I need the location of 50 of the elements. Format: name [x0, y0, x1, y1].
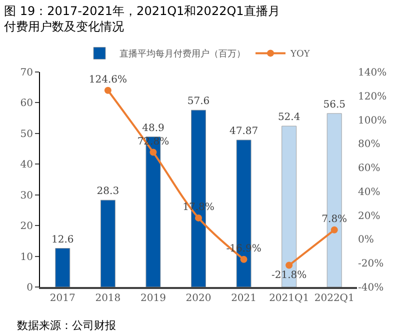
chart-title: 图 19：2017-2021年，2021Q1和2022Q1直播月付费用户数及变化情况 — [3, 4, 280, 34]
data-label: 28.3 — [96, 186, 120, 198]
x-tick-label: 2021 — [231, 292, 257, 304]
data-label: -16.9% — [226, 244, 262, 255]
y-tick-label: 0 — [26, 282, 33, 294]
data-label: 56.5 — [323, 99, 346, 110]
y-tick-label: 30 — [20, 190, 33, 202]
data-label: 57.6 — [187, 96, 210, 108]
legend-label: 直播平均每月付费用户（百万） — [120, 48, 246, 60]
data-label: 17.8% — [182, 202, 214, 214]
point — [104, 86, 112, 94]
y2-tick-label: 140% — [358, 68, 387, 78]
data-label: 7.8% — [322, 214, 348, 226]
bar — [100, 200, 116, 287]
y2-tick-label: 80% — [358, 139, 380, 150]
y2-tick-label: 100% — [358, 115, 387, 126]
x-tick-label: 2018 — [95, 292, 121, 304]
source-note: 数据来源：公司财报 — [17, 319, 116, 332]
y-tick-label: 50 — [20, 128, 33, 140]
y2-tick-label: 40% — [358, 186, 380, 198]
data-label: 12.6 — [52, 234, 74, 246]
x-tick-label: 2019 — [140, 292, 166, 304]
y2-tick-label: 0% — [358, 234, 374, 246]
x-tick-label: 2017 — [50, 292, 76, 304]
x-tick-label: 2021Q1 — [269, 292, 310, 304]
data-label: -21.8% — [271, 270, 307, 282]
data-label: 47.87 — [229, 126, 258, 137]
y2-tick-label: 120% — [358, 91, 387, 102]
data-label: 124.6% — [88, 74, 127, 86]
x-tick-label: 2022Q1 — [314, 292, 354, 304]
y2-tick-label: -40% — [358, 282, 384, 294]
y2-tick-label: -20% — [358, 258, 384, 270]
bar — [55, 248, 70, 287]
point — [330, 226, 338, 234]
data-label: 52.4 — [278, 112, 300, 124]
point — [195, 214, 202, 222]
y-tick-label: 60 — [20, 98, 33, 110]
legend-label: YOY — [290, 50, 311, 60]
point — [150, 148, 157, 156]
y-tick-label: 20 — [20, 221, 33, 232]
point — [240, 256, 248, 263]
x-tick-label: 2020 — [186, 292, 212, 304]
data-label: 48.9 — [142, 122, 164, 134]
y-tick-label: 40 — [20, 160, 33, 171]
y2-tick-label: 20% — [358, 210, 380, 222]
data-label: 72.8% — [137, 136, 170, 148]
y-tick-label: 70 — [20, 68, 33, 78]
point — [286, 262, 293, 269]
y2-tick-label: 60% — [358, 163, 380, 174]
y-tick-label: 10 — [20, 252, 33, 263]
